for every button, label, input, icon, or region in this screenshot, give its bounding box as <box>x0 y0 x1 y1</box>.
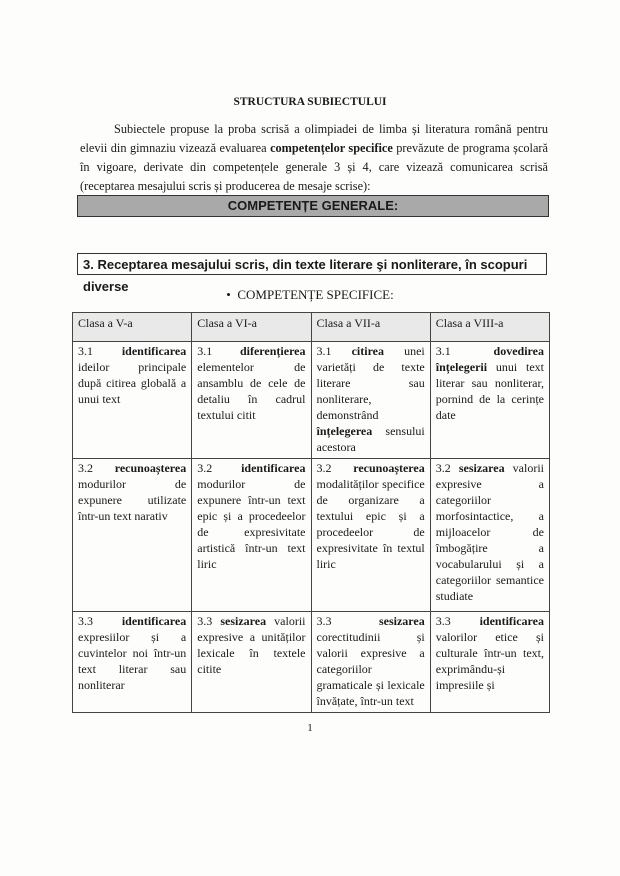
table-cell: 3.2 sesizarea valorii expresive a catego… <box>429 458 551 612</box>
cell-bold: identificarea <box>241 461 306 475</box>
cell-bold: identificarea <box>121 344 187 358</box>
table-row: 3.1 identificarea ideilor principale dup… <box>71 341 551 459</box>
cell-rest: corectitudinii și valorii expresive a ca… <box>316 630 425 708</box>
table-row: 3.2 recunoașterea modurilor de expunere … <box>71 458 551 612</box>
intro-text: Subiectele propuse la proba scrisă a oli… <box>80 122 548 155</box>
cell-bold: sesizarea <box>458 461 505 475</box>
intro-paragraph: Subiectele propuse la proba scrisă a oli… <box>80 120 548 196</box>
table-cell: 3.1 citirea unei varietăți de texte lite… <box>310 341 431 459</box>
cell-rest: modurilor de expunere utilizate într-un … <box>78 477 187 523</box>
cell-num: 3.3 <box>197 614 221 628</box>
header-cell: Clasa a VIII-a <box>429 312 551 342</box>
table-cell: 3.2 recunoașterea modalităților specific… <box>310 458 431 612</box>
intro-text-end: prevăzute de programa școlară în vigoare… <box>80 141 548 193</box>
header-cell: Clasa a VII-a <box>310 312 431 342</box>
cell-rest: unei varietăți de texte literare sau non… <box>316 344 425 422</box>
cell-bold: identificarea <box>479 614 544 628</box>
cell-rest2: sensului acestora <box>316 424 425 454</box>
table-cell: 3.1 identificarea ideilor principale dup… <box>71 341 193 459</box>
page-title: STRUCTURA SUBIECTULUI <box>233 96 387 108</box>
cell-num: 3.2 <box>78 461 115 475</box>
cell-bold2: înțelegerea <box>316 424 373 438</box>
table-cell: 3.2 recunoașterea modurilor de expunere … <box>71 458 193 612</box>
table-cell: 3.3 sesizarea corectitudinii și valorii … <box>310 611 431 713</box>
competence-3-box: 3. Receptarea mesajului scris, din texte… <box>77 253 547 294</box>
cell-rest: valorii expresive a unităților lexicale … <box>197 614 306 676</box>
cell-num: 3.2 <box>435 461 459 475</box>
cell-num: 3.2 <box>197 461 242 475</box>
cell-rest: valorii expresive a categoriilor morfosi… <box>435 461 544 603</box>
cell-num: 3.3 <box>435 614 480 628</box>
specific-competences-heading: • COMPETENȚE SPECIFICE: <box>0 287 620 303</box>
table-cell: 3.1 diferențierea elementelor de ansambl… <box>191 341 312 459</box>
cell-rest: modurilor de expunere într-un text epic … <box>197 477 306 571</box>
cell-rest: expresiilor și a cuvintelor noi într-un … <box>78 630 187 692</box>
header-cell: Clasa a V-a <box>71 312 193 342</box>
cell-num: 3.1 <box>78 344 122 358</box>
header-cell: Clasa a VI-a <box>191 312 312 342</box>
cell-rest: ideilor principale după citirea globală … <box>78 360 187 406</box>
cell-rest: modalităților specifice de organizare a … <box>316 477 425 571</box>
bullet-icon: • <box>226 287 238 302</box>
page-number: 1 <box>307 722 313 734</box>
cell-num: 3.1 <box>197 344 240 358</box>
table-cell: 3.3 identificarea valorilor etice și cul… <box>429 611 551 713</box>
cell-num: 3.3 <box>78 614 122 628</box>
cell-bold: identificarea <box>121 614 187 628</box>
cell-bold: sesizarea <box>378 614 425 628</box>
cell-num: 3.1 <box>435 344 494 358</box>
cell-bold: recunoașterea <box>114 461 187 475</box>
table-cell: 3.1 dovedirea înțelegerii unui text lite… <box>429 341 551 459</box>
table-row: 3.3 identificarea expresiilor și a cuvin… <box>71 611 551 713</box>
cell-rest: elementelor de ansamblu de cele de detal… <box>197 360 306 422</box>
intro-bold: competențelor specifice <box>270 141 393 155</box>
competences-table: Clasa a V-a Clasa a VI-a Clasa a VII-a C… <box>71 312 551 713</box>
cell-rest: unui text literar sau nonliterar, pornin… <box>435 360 544 422</box>
cell-bold: sesizarea <box>220 614 267 628</box>
cell-num: 3.1 <box>316 344 352 358</box>
table-cell: 3.3 sesizarea valorii expresive a unităț… <box>191 611 312 713</box>
cell-bold: citirea <box>351 344 385 358</box>
cell-bold: recunoașterea <box>353 461 425 475</box>
table-cell: 3.3 identificarea expresiilor și a cuvin… <box>71 611 193 713</box>
table-cell: 3.2 identificarea modurilor de expunere … <box>191 458 312 612</box>
cell-num: 3.2 <box>316 461 354 475</box>
cell-rest: valorilor etice și culturale într-un tex… <box>435 630 544 692</box>
cell-bold: dovedirea înțelegerii <box>435 344 544 374</box>
specific-heading-text: COMPETENȚE SPECIFICE: <box>237 287 394 302</box>
cell-num: 3.3 <box>316 614 379 628</box>
cell-bold: diferențierea <box>239 344 306 358</box>
general-competences-heading: COMPETENȚE GENERALE: <box>77 195 549 217</box>
